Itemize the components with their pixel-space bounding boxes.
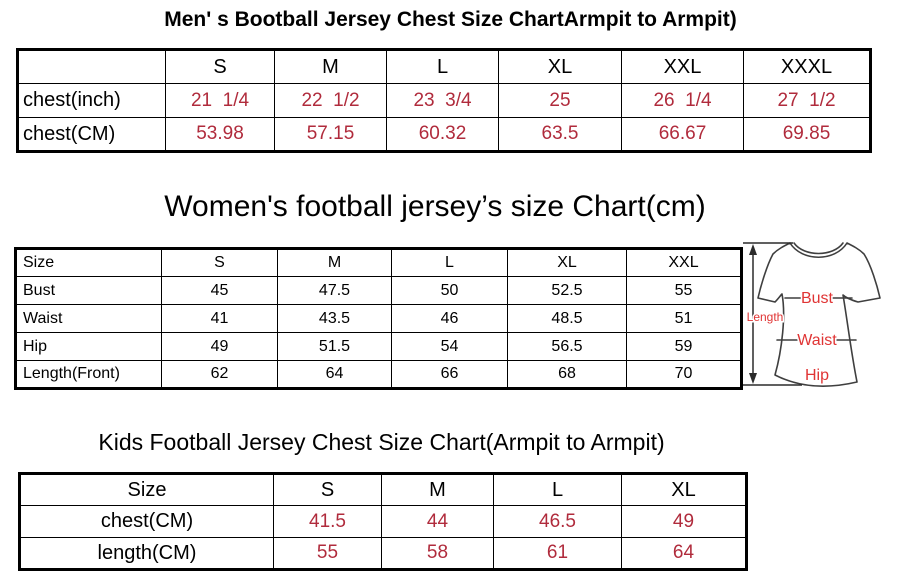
table-header-row: Size S M L XL XXL — [15, 248, 742, 277]
cell-value: 43.5 — [277, 304, 392, 333]
mens-size-table: S M L XL XXL XXXL chest(inch) 21 1/4 22 … — [16, 48, 872, 153]
column-header: XL — [507, 248, 627, 277]
table-row: chest(inch) 21 1/4 22 1/2 23 3/4 25 26 1… — [17, 83, 871, 118]
row-label: Hip — [15, 332, 162, 361]
table-row: Length(Front) 62 64 66 68 70 — [15, 360, 742, 389]
row-label: chest(CM) — [19, 505, 274, 538]
row-label: Waist — [15, 304, 162, 333]
column-header: XXXL — [743, 49, 871, 84]
womens-size-table: Size S M L XL XXL Bust 45 47.5 50 52.5 5… — [14, 247, 743, 390]
column-header: XL — [621, 473, 747, 506]
column-header: M — [381, 473, 494, 506]
table-header-row: S M L XL XXL XXXL — [17, 49, 871, 84]
cell-value: 48.5 — [507, 304, 627, 333]
column-header: Size — [15, 248, 162, 277]
kids-size-table: Size S M L XL chest(CM) 41.5 44 46.5 49 … — [18, 472, 748, 571]
table-header-row: Size S M L XL — [19, 473, 747, 506]
column-header: L — [493, 473, 622, 506]
cell-value: 62 — [161, 360, 278, 389]
column-header: L — [391, 248, 508, 277]
cell-value: 66 — [391, 360, 508, 389]
cell-value: 60.32 — [386, 117, 499, 152]
cell-value: 54 — [391, 332, 508, 361]
cell-value: 25 — [498, 83, 622, 118]
cell-value: 63.5 — [498, 117, 622, 152]
kids-chart-title: Kids Football Jersey Chest Size Chart(Ar… — [98, 429, 665, 455]
waist-label: Waist — [797, 332, 837, 349]
row-label: length(CM) — [19, 537, 274, 570]
cell-value: 57.15 — [274, 117, 387, 152]
column-header: XXL — [621, 49, 744, 84]
cell-value: 49 — [621, 505, 747, 538]
column-header: XXL — [626, 248, 742, 277]
column-header: XL — [498, 49, 622, 84]
cell-value: 64 — [277, 360, 392, 389]
cell-value: 56.5 — [507, 332, 627, 361]
cell-value: 66.67 — [621, 117, 744, 152]
column-header: S — [161, 248, 278, 277]
cell-value: 22 1/2 — [274, 83, 387, 118]
table-row: chest(CM) 53.98 57.15 60.32 63.5 66.67 6… — [17, 117, 871, 152]
column-header: L — [386, 49, 499, 84]
cell-value: 59 — [626, 332, 742, 361]
collar-inner-line — [793, 242, 844, 255]
cell-value: 50 — [391, 276, 508, 305]
tshirt-outline-icon — [757, 242, 881, 387]
column-header — [17, 49, 166, 84]
length-arrow — [743, 242, 802, 386]
column-header: M — [277, 248, 392, 277]
table-row: chest(CM) 41.5 44 46.5 49 — [19, 505, 747, 538]
cell-value: 55 — [626, 276, 742, 305]
cell-value: 41 — [161, 304, 278, 333]
cell-value: 21 1/4 — [165, 83, 275, 118]
table-row: length(CM) 55 58 61 64 — [19, 537, 747, 570]
cell-value: 26 1/4 — [621, 83, 744, 118]
cell-value: 69.85 — [743, 117, 871, 152]
cell-value: 41.5 — [273, 505, 382, 538]
column-header: S — [165, 49, 275, 84]
cell-value: 51 — [626, 304, 742, 333]
row-label: Length(Front) — [15, 360, 162, 389]
cell-value: 45 — [161, 276, 278, 305]
cell-value: 64 — [621, 537, 747, 570]
column-header: Size — [19, 473, 274, 506]
table-row: Waist 41 43.5 46 48.5 51 — [15, 304, 742, 333]
cell-value: 61 — [493, 537, 622, 570]
cell-value: 46.5 — [493, 505, 622, 538]
cell-value: 49 — [161, 332, 278, 361]
length-label: Length — [747, 310, 784, 324]
womens-chart-title: Women's football jersey’s size Chart(cm) — [164, 190, 706, 223]
tshirt-measurement-diagram: Length Bust Waist Hip — [740, 230, 901, 400]
table-row: Bust 45 47.5 50 52.5 55 — [15, 276, 742, 305]
cell-value: 70 — [626, 360, 742, 389]
column-header: M — [274, 49, 387, 84]
cell-value: 52.5 — [507, 276, 627, 305]
hip-label: Hip — [805, 367, 829, 384]
length-arrowheads — [749, 244, 757, 384]
row-label: chest(CM) — [17, 117, 166, 152]
mens-chart-title: Men' s Bootball Jersey Chest Size ChartA… — [164, 8, 737, 31]
cell-value: 27 1/2 — [743, 83, 871, 118]
bust-label: Bust — [801, 290, 834, 307]
cell-value: 23 3/4 — [386, 83, 499, 118]
cell-value: 53.98 — [165, 117, 275, 152]
cell-value: 46 — [391, 304, 508, 333]
cell-value: 68 — [507, 360, 627, 389]
column-header: S — [273, 473, 382, 506]
cell-value: 51.5 — [277, 332, 392, 361]
cell-value: 58 — [381, 537, 494, 570]
cell-value: 55 — [273, 537, 382, 570]
row-label: Bust — [15, 276, 162, 305]
cell-value: 44 — [381, 505, 494, 538]
table-row: Hip 49 51.5 54 56.5 59 — [15, 332, 742, 361]
row-label: chest(inch) — [17, 83, 166, 118]
cell-value: 47.5 — [277, 276, 392, 305]
